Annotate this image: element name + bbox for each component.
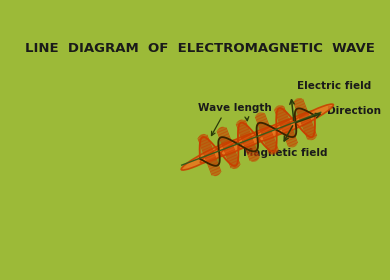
Polygon shape — [276, 108, 296, 130]
Text: LINE  DIAGRAM  OF  ELECTROMAGNETIC  WAVE: LINE DIAGRAM OF ELECTROMAGNETIC WAVE — [25, 42, 375, 55]
Ellipse shape — [277, 104, 333, 134]
Polygon shape — [296, 116, 315, 137]
Ellipse shape — [220, 126, 276, 156]
Text: Electric field: Electric field — [297, 81, 371, 91]
Polygon shape — [257, 123, 277, 137]
Polygon shape — [277, 123, 296, 137]
Polygon shape — [257, 130, 277, 151]
Polygon shape — [218, 137, 238, 151]
Polygon shape — [200, 151, 220, 166]
Text: Wave length: Wave length — [198, 103, 271, 113]
Polygon shape — [238, 123, 257, 144]
Ellipse shape — [181, 140, 238, 170]
Ellipse shape — [239, 118, 295, 148]
Polygon shape — [295, 108, 315, 123]
Polygon shape — [200, 137, 219, 159]
Ellipse shape — [200, 133, 257, 163]
Polygon shape — [238, 137, 258, 151]
Text: Direction: Direction — [327, 106, 381, 116]
Polygon shape — [219, 144, 238, 166]
Text: Magnetic field: Magnetic field — [243, 148, 327, 158]
Ellipse shape — [258, 111, 314, 141]
